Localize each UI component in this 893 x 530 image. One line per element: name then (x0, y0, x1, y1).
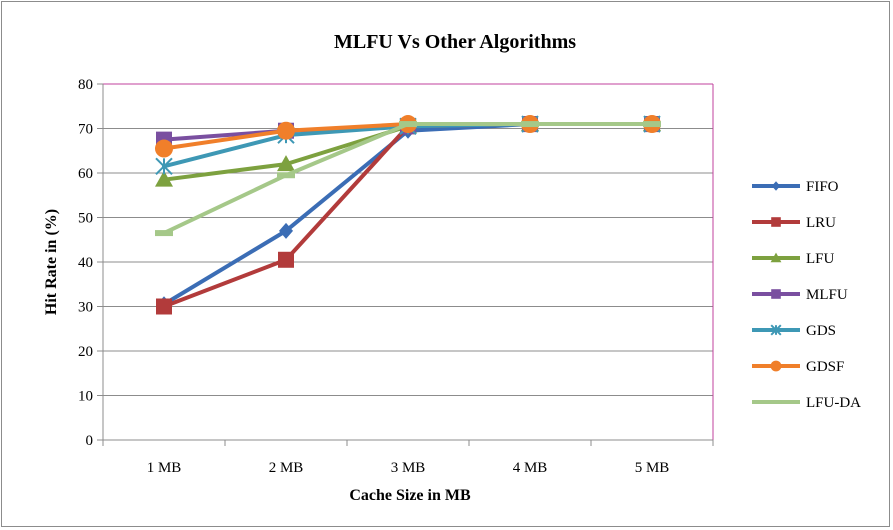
legend-label: LRU (806, 215, 836, 231)
data-point-marker (399, 121, 417, 128)
series-fifo (157, 116, 659, 313)
x-tick-label: 5 MB (635, 460, 670, 476)
legend-item: GDS (752, 323, 836, 339)
data-point-marker (770, 252, 782, 263)
data-point-marker (155, 170, 173, 187)
y-tick-label: 80 (78, 77, 93, 93)
x-axis-title: Cache Size in MB (349, 487, 471, 504)
y-tick-label: 20 (78, 344, 93, 360)
legend-label: MLFU (806, 287, 848, 303)
legend-label: GDS (806, 323, 836, 339)
y-tick-label: 70 (78, 122, 93, 138)
y-tick-label: 30 (78, 300, 93, 316)
data-point-marker (771, 289, 781, 299)
data-point-marker (770, 400, 782, 404)
data-point-marker (155, 157, 173, 176)
data-point-marker (279, 222, 293, 239)
data-point-marker (771, 181, 781, 191)
x-tick-label: 2 MB (269, 460, 304, 476)
legend-label: LFU (806, 251, 835, 267)
data-point-marker (643, 121, 661, 128)
legend-item: FIFO (752, 179, 839, 195)
chart-title: MLFU Vs Other Algorithms (334, 31, 576, 53)
y-tick-label: 10 (78, 389, 93, 405)
gridlines (103, 128, 713, 396)
series-line (162, 122, 654, 309)
data-point-marker (156, 298, 172, 315)
axes: 0 10 20 30 40 50 60 70 80 1 MB 2 MB 3 MB 4 MB 5 MB (78, 77, 714, 476)
series-line (162, 122, 654, 236)
x-tick-label: 4 MB (513, 460, 548, 476)
legend-item: LRU (752, 215, 836, 231)
data-point-marker (277, 155, 295, 172)
series-lru (156, 116, 660, 315)
data-point-marker (277, 172, 295, 179)
series-lines (155, 115, 661, 315)
x-tick-label: 3 MB (391, 460, 426, 476)
data-point-marker (770, 324, 782, 336)
data-point-marker (771, 217, 781, 227)
data-point-marker (277, 121, 295, 140)
legend-item: GDSF (752, 359, 844, 375)
y-tick-label: 50 (78, 211, 93, 227)
legend: FIFO LRU LFU MLFU GDS GDSF LFU-DA (752, 179, 861, 411)
series-lfu-da (155, 121, 661, 237)
y-axis-title: Hit Rate in (%) (43, 209, 60, 315)
legend-label: LFU-DA (806, 395, 861, 411)
y-tick-label: 40 (78, 255, 93, 271)
data-point-marker (155, 230, 173, 237)
legend-label: GDSF (806, 359, 844, 375)
data-point-marker (155, 139, 173, 158)
y-tick-label: 60 (78, 166, 93, 182)
legend-label: FIFO (806, 179, 839, 195)
data-point-marker (770, 360, 782, 372)
legend-item: LFU-DA (752, 395, 861, 411)
legend-item: MLFU (752, 287, 848, 303)
data-point-marker (278, 251, 294, 268)
y-tick-label: 0 (86, 433, 94, 449)
data-point-marker (521, 121, 539, 128)
x-tick-label: 1 MB (147, 460, 182, 476)
legend-item: LFU (752, 251, 835, 267)
